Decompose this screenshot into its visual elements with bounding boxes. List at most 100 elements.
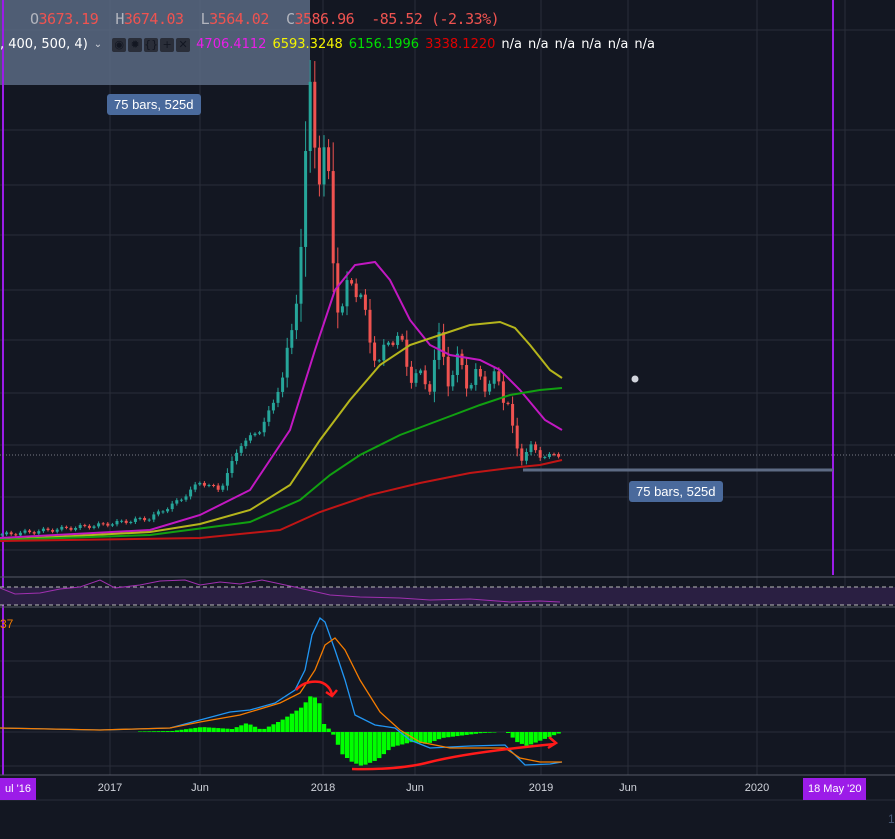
histogram-bar (464, 732, 469, 735)
macd-line (0, 616, 563, 766)
histogram-bar (354, 732, 359, 764)
histogram-bar (207, 727, 212, 732)
histogram-bar (299, 707, 304, 732)
histogram-bar (533, 732, 538, 743)
histogram-bar (156, 731, 161, 732)
histogram-bar (317, 703, 322, 732)
histogram-bar (165, 731, 170, 732)
histogram-bar (372, 732, 377, 761)
drawing-point (631, 375, 639, 383)
annotation-arrow-curve (295, 680, 338, 698)
histogram-bar (432, 732, 437, 742)
histogram-bar (211, 727, 216, 732)
histogram-bar (506, 732, 511, 733)
histogram-bar (556, 732, 561, 734)
chevron-down-icon[interactable]: ⌄ (93, 39, 103, 50)
histogram-bar (538, 732, 543, 741)
histogram-bar (363, 732, 368, 765)
histogram-bar (257, 728, 262, 732)
histogram-bar (294, 710, 299, 732)
histogram-bar (239, 725, 244, 732)
histogram-bar (179, 729, 184, 732)
histogram-bar (151, 731, 156, 732)
histogram-bar (446, 732, 451, 738)
ohlc-legend: O3673.19 H3674.03 L3564.02 C3586.96 -85.… (30, 10, 500, 28)
histogram-bar (391, 732, 396, 747)
corner-label: 1 (888, 812, 895, 826)
histogram-bar (322, 724, 327, 732)
histogram-bar (437, 732, 442, 740)
histogram-bar (395, 732, 400, 746)
histogram-bar (340, 732, 345, 755)
ma-yellow (0, 320, 563, 541)
time-pill-end: 18 May '20 (803, 778, 867, 800)
indicator-legend: , 400, 500, 4) ⌄ ◉ ✹ {} + ✕ 4706.4112 65… (0, 37, 655, 52)
measure-label-bottom: 75 bars, 525d (629, 481, 723, 502)
histogram-bar (138, 731, 143, 732)
histogram-bar (225, 728, 230, 732)
histogram-bar (441, 732, 446, 738)
histogram-bar (161, 731, 166, 732)
histogram-bar (147, 731, 152, 732)
source-code-icon[interactable]: {} (144, 37, 159, 52)
eye-icon[interactable]: ◉ (112, 37, 127, 52)
histogram-bar (202, 727, 207, 732)
histogram-bar (418, 732, 423, 744)
time-label: 2017 (97, 782, 123, 794)
histogram-bar (220, 728, 225, 732)
histogram-bar (358, 732, 363, 766)
histogram-bar (400, 732, 405, 745)
histogram-bar (289, 713, 294, 732)
histogram-bar (547, 732, 552, 738)
time-pill-start: ul '16 (0, 778, 36, 800)
histogram-bar (335, 732, 340, 745)
histogram-bar (326, 728, 331, 732)
histogram-bar (515, 732, 520, 743)
histogram-bar (280, 719, 285, 732)
histogram-bar (230, 729, 235, 732)
gear-icon[interactable]: ✹ (128, 37, 143, 52)
histogram-bar (312, 697, 317, 732)
time-label: Jun (191, 782, 209, 794)
annotation-arrow-trend (351, 736, 559, 771)
histogram-bar (243, 723, 248, 732)
measure-label-top: 75 bars, 525d (107, 94, 201, 115)
time-label: 2020 (744, 782, 770, 794)
histogram-bar (427, 732, 432, 743)
time-label: 2019 (528, 782, 554, 794)
grid (0, 0, 895, 775)
macd-value-label: 37 (0, 617, 14, 631)
plus-icon[interactable]: + (160, 37, 175, 52)
histogram-bar (193, 727, 198, 732)
histogram-bar (455, 732, 460, 737)
histogram-bar (174, 730, 179, 732)
histogram-bar (276, 722, 281, 732)
histogram-bar (519, 732, 524, 744)
macd-histogram (138, 696, 561, 766)
histogram-bar (345, 732, 350, 758)
histogram-bar (414, 732, 419, 743)
close-icon[interactable]: ✕ (176, 37, 191, 52)
time-label: Jun (406, 782, 424, 794)
histogram-bar (188, 728, 193, 732)
histogram-bar (266, 726, 271, 732)
histogram-bar (386, 732, 391, 751)
time-label: Jun (619, 782, 637, 794)
histogram-bar (271, 724, 276, 732)
signal-line (0, 637, 562, 763)
histogram-bar (542, 732, 547, 739)
candles (0, 60, 561, 538)
histogram-bar (460, 732, 465, 736)
histogram-bar (483, 732, 488, 733)
histogram-bar (285, 716, 290, 732)
ma-magenta (0, 260, 563, 539)
ma-red (0, 459, 563, 542)
histogram-bar (308, 696, 313, 732)
histogram-bar (524, 732, 529, 746)
histogram-bar (303, 702, 308, 732)
rsi-band (0, 587, 895, 605)
histogram-bar (469, 732, 474, 735)
histogram-bar (216, 728, 221, 732)
rsi-line (0, 579, 561, 603)
